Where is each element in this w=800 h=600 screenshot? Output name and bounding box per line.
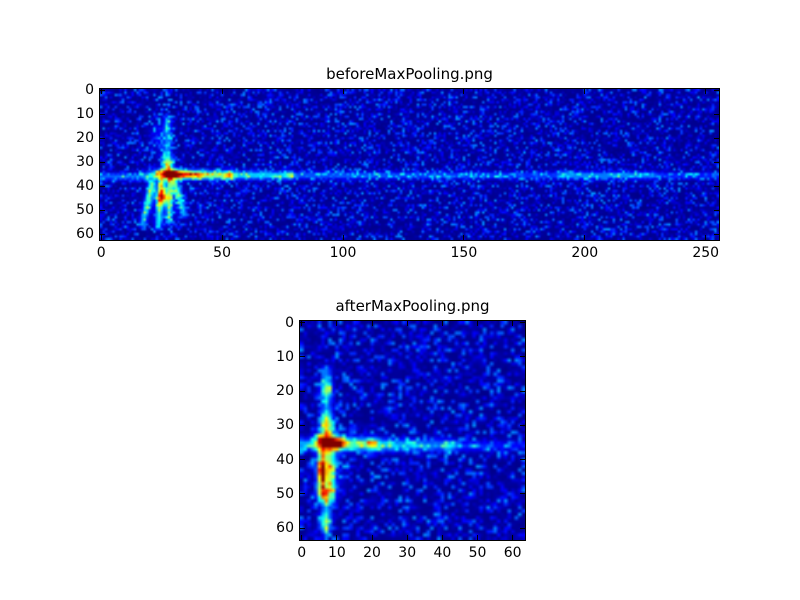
y-tick-mark <box>100 161 105 163</box>
x-tick-label: 150 <box>450 245 478 261</box>
y-tick-label: 30 <box>276 417 294 434</box>
x-tick-mark <box>301 321 303 326</box>
x-tick-label: 40 <box>433 545 452 561</box>
x-tick-mark <box>441 321 443 326</box>
y-tick-mark <box>520 459 525 461</box>
x-tick-label: 250 <box>692 245 720 261</box>
x-tick-mark <box>301 535 303 540</box>
y-tick-mark <box>300 459 305 461</box>
x-tick-mark <box>336 535 338 540</box>
x-tick-mark <box>100 235 102 240</box>
x-tick-label: 0 <box>297 545 307 561</box>
y-tick-label: 40 <box>276 451 294 468</box>
y-tick-mark <box>520 356 525 358</box>
x-tick-mark <box>705 235 707 240</box>
y-tick-mark <box>714 233 719 235</box>
x-tick-mark <box>342 89 344 94</box>
x-tick-mark <box>463 89 465 94</box>
chart-title-after: afterMaxPooling.png <box>335 297 490 315</box>
x-tick-mark <box>221 89 223 94</box>
x-tick-label: 60 <box>503 545 522 561</box>
y-tick-label: 60 <box>276 520 294 537</box>
y-tick-mark <box>714 209 719 211</box>
y-tick-label: 0 <box>85 82 94 99</box>
y-tick-mark <box>520 322 525 324</box>
heatmap-after-maxpooling <box>299 320 526 541</box>
y-tick-mark <box>714 113 719 115</box>
x-tick-label: 10 <box>327 545 346 561</box>
y-tick-mark <box>300 390 305 392</box>
chart-title-before: beforeMaxPooling.png <box>326 65 493 83</box>
y-tick-label: 0 <box>285 314 294 331</box>
x-tick-mark <box>584 235 586 240</box>
y-tick-mark <box>520 493 525 495</box>
x-tick-mark <box>477 535 479 540</box>
y-tick-mark <box>100 185 105 187</box>
x-tick-mark <box>441 535 443 540</box>
x-tick-mark <box>221 235 223 240</box>
x-tick-label: 100 <box>329 245 357 261</box>
heatmap-before-maxpooling <box>99 88 720 241</box>
x-tick-mark <box>371 321 373 326</box>
y-tick-mark <box>714 137 719 139</box>
y-tick-mark <box>300 424 305 426</box>
y-tick-label: 40 <box>76 178 94 195</box>
y-tick-mark <box>100 89 105 91</box>
x-tick-label: 0 <box>96 245 106 261</box>
x-tick-mark <box>705 89 707 94</box>
x-tick-mark <box>406 321 408 326</box>
x-tick-label: 20 <box>363 545 381 561</box>
x-tick-mark <box>512 321 514 326</box>
y-tick-mark <box>520 424 525 426</box>
y-tick-label: 10 <box>76 106 94 123</box>
y-tick-label: 60 <box>76 226 94 242</box>
x-tick-mark <box>584 89 586 94</box>
x-tick-label: 50 <box>468 545 487 561</box>
y-tick-label: 20 <box>76 130 94 147</box>
x-tick-mark <box>477 321 479 326</box>
y-tick-label: 50 <box>76 202 94 219</box>
y-tick-mark <box>714 89 719 91</box>
x-tick-mark <box>371 535 373 540</box>
y-tick-mark <box>300 527 305 529</box>
y-tick-mark <box>300 322 305 324</box>
x-tick-mark <box>100 89 102 94</box>
x-tick-mark <box>463 235 465 240</box>
y-tick-label: 50 <box>276 485 294 502</box>
x-tick-mark <box>336 321 338 326</box>
x-tick-mark <box>512 535 514 540</box>
y-tick-mark <box>100 233 105 235</box>
y-tick-mark <box>300 493 305 495</box>
y-tick-mark <box>100 209 105 211</box>
y-tick-label: 20 <box>276 383 294 400</box>
x-tick-mark <box>342 235 344 240</box>
y-tick-mark <box>520 390 525 392</box>
y-tick-mark <box>100 113 105 115</box>
x-tick-mark <box>406 535 408 540</box>
x-tick-label: 200 <box>571 245 599 261</box>
y-tick-label: 10 <box>276 348 294 365</box>
y-tick-label: 30 <box>76 154 94 171</box>
y-tick-mark <box>714 161 719 163</box>
y-tick-mark <box>520 527 525 529</box>
y-tick-mark <box>100 137 105 139</box>
y-tick-mark <box>714 185 719 187</box>
y-tick-mark <box>300 356 305 358</box>
x-tick-label: 50 <box>213 245 231 261</box>
x-tick-label: 30 <box>398 545 417 561</box>
